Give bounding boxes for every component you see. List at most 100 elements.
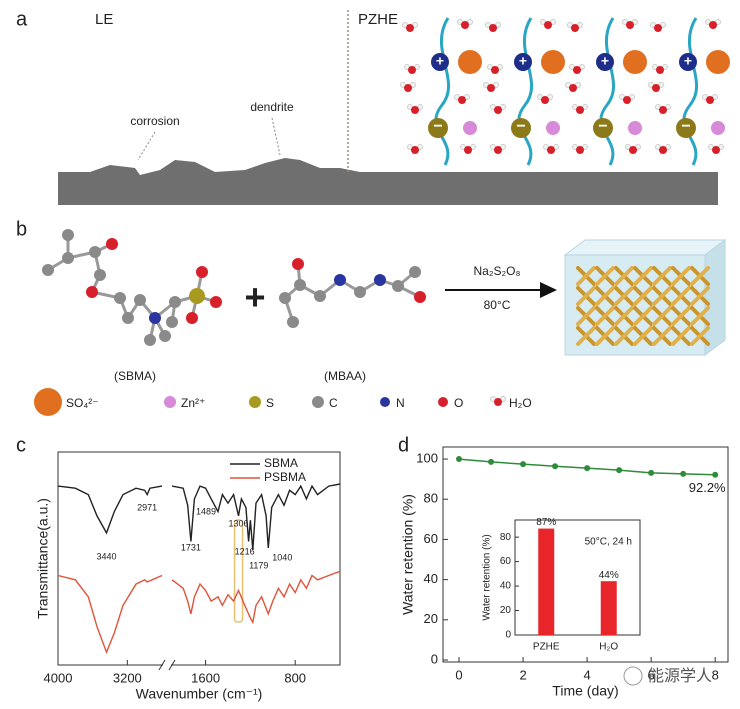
sign: +: [684, 53, 692, 69]
atom: [62, 252, 74, 264]
strand: [633, 286, 653, 306]
sign: +: [436, 53, 444, 69]
panel-label: a: [16, 8, 28, 30]
legend-swatch: [249, 396, 261, 408]
o-atom: [461, 21, 469, 29]
legend-swatch: [380, 397, 390, 407]
point: [648, 469, 655, 476]
o-atom: [408, 66, 416, 74]
x-tick-label: 3200: [113, 670, 142, 685]
atom: [122, 312, 134, 324]
annotation: 92.2%: [689, 480, 726, 495]
o-atom: [406, 24, 414, 32]
o-atom: [411, 146, 419, 154]
sign: −: [516, 118, 525, 135]
y-axis-title: Water retention (%): [400, 494, 416, 615]
o-atom: [659, 146, 667, 154]
atom: [354, 286, 366, 298]
anion: [511, 118, 531, 138]
y-tick-label: 0: [505, 630, 511, 641]
point: [680, 470, 687, 477]
line: [57, 483, 341, 551]
chain: [434, 17, 451, 166]
x-tick-label: 4000: [44, 670, 73, 685]
legend-label: Zn²⁺: [181, 396, 205, 410]
y-tick-label: 60: [424, 531, 438, 546]
atom: [334, 274, 346, 286]
atom: [42, 264, 54, 276]
sign: +: [601, 53, 609, 69]
atom: [374, 274, 386, 286]
bar: [600, 581, 617, 635]
x-tick-label: 2: [519, 667, 526, 682]
strand: [595, 286, 615, 306]
panel-label: d: [398, 434, 409, 456]
x-tick-label: 1600: [191, 670, 220, 685]
strand: [652, 286, 672, 306]
y-tick-label: 40: [500, 581, 512, 592]
strand: [633, 306, 653, 326]
peak-label: 2971: [137, 502, 157, 512]
atom: [94, 269, 106, 281]
strand: [652, 266, 672, 286]
o-atom: [494, 106, 502, 114]
annotation: corrosion: [130, 114, 179, 128]
strand: [652, 306, 672, 326]
legend-swatch: [438, 397, 448, 407]
peak-label: 1216: [235, 546, 255, 556]
watermark-icon: [623, 666, 643, 686]
electrode: [58, 158, 718, 205]
strand: [671, 306, 691, 326]
atom: [294, 279, 306, 291]
point: [456, 456, 463, 463]
legend-label: SO₄²⁻: [66, 396, 99, 410]
x-tick-label: H₂O: [599, 642, 618, 653]
strand: [614, 286, 634, 306]
o-atom: [494, 398, 502, 406]
anion: [593, 118, 613, 138]
point: [616, 467, 623, 474]
strand: [576, 326, 596, 346]
plus: +: [244, 277, 265, 318]
y-tick-label: 40: [424, 571, 438, 586]
ion-layer: + − + − + − + −: [400, 17, 730, 166]
peak-label: 1040: [272, 552, 292, 562]
o-atom: [712, 146, 720, 154]
strand: [671, 326, 691, 346]
legend: SO₄²⁻ Zn²⁺ S C N O H₂O: [34, 388, 532, 416]
panel-label: b: [16, 218, 27, 240]
axis-break-gap: [163, 661, 171, 669]
x-tick-label: 0: [455, 667, 462, 682]
strand: [595, 266, 615, 286]
sign: −: [433, 118, 442, 135]
strand: [614, 306, 634, 326]
strand: [595, 326, 615, 346]
zinc: [546, 121, 560, 135]
o-atom: [494, 146, 502, 154]
o-atom: [629, 146, 637, 154]
gel-side: [704, 239, 726, 356]
strand: [671, 286, 691, 306]
strand: [576, 266, 596, 286]
chain: [599, 17, 616, 166]
peak-label: 1179: [249, 560, 268, 570]
atom: [62, 229, 74, 241]
monomer-label: (MBAA): [324, 369, 366, 383]
annotation: 50°C, 24 h: [585, 537, 632, 548]
legend-label: H₂O: [509, 396, 532, 410]
legend-swatch: [312, 396, 324, 408]
bar: [538, 528, 555, 635]
legend-label: PSBMA: [264, 470, 306, 484]
o-atom: [709, 21, 717, 29]
y-tick-label: 80: [424, 491, 438, 506]
o-atom: [659, 106, 667, 114]
pointer: [271, 117, 281, 156]
point: [552, 463, 559, 470]
legend-swatch: [34, 388, 62, 416]
atom: [149, 312, 161, 324]
strand: [690, 286, 710, 306]
o-atom: [464, 146, 472, 154]
o-atom: [623, 96, 631, 104]
